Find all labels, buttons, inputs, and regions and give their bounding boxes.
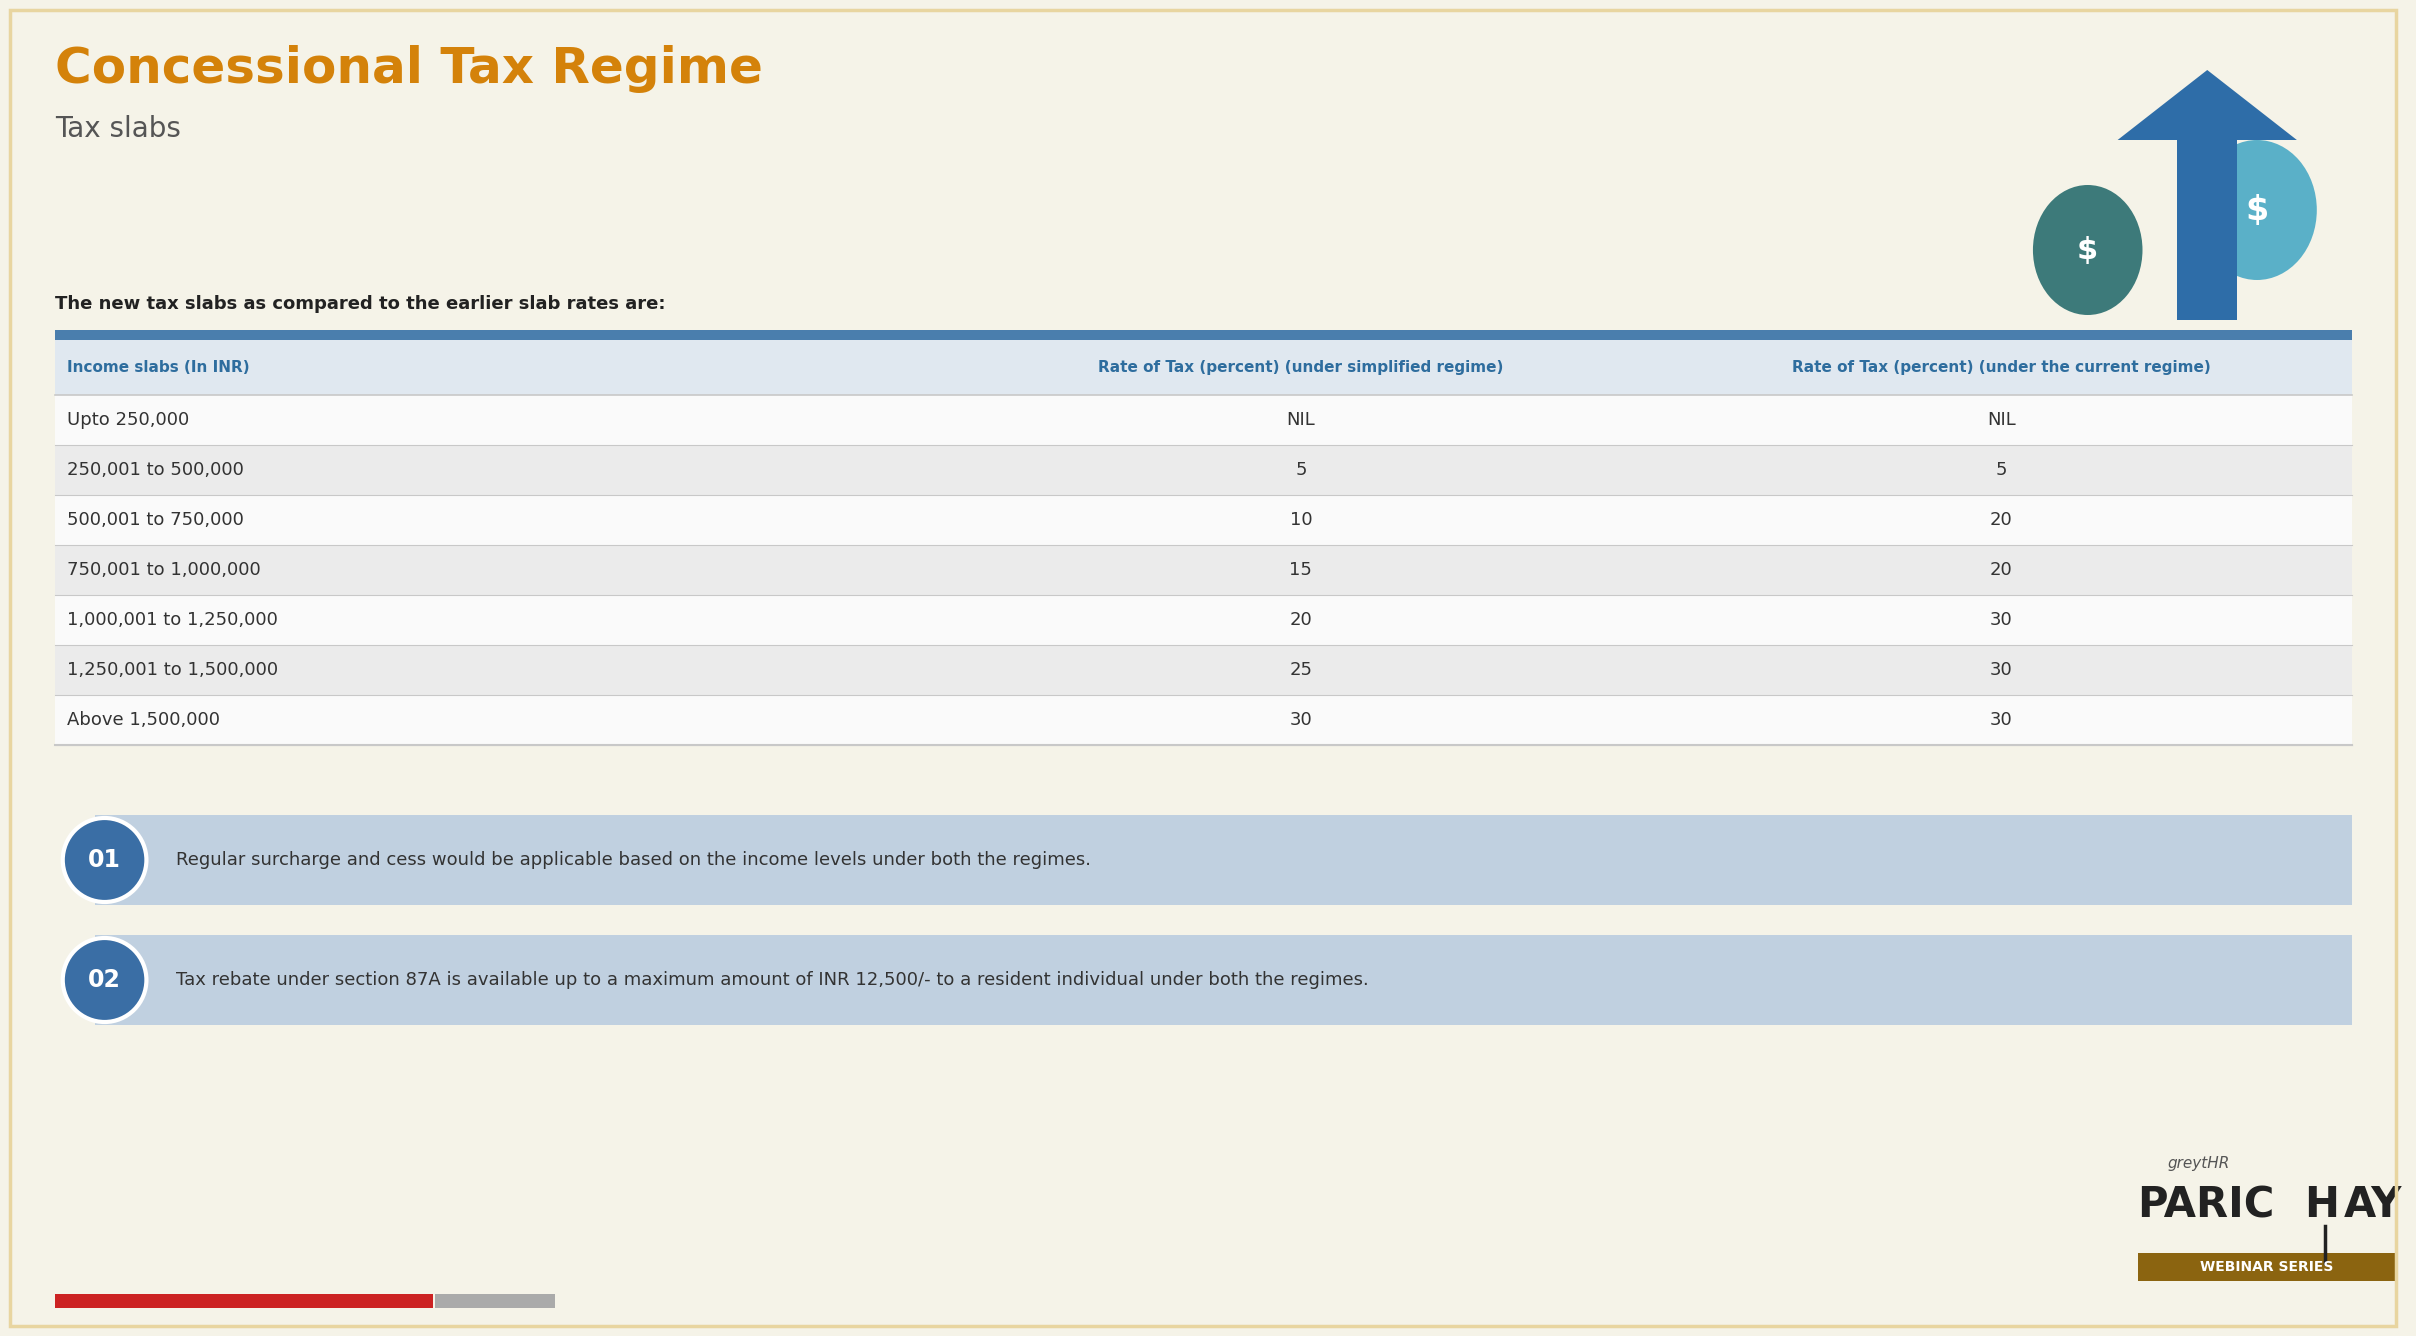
Text: $: $ bbox=[2244, 194, 2269, 227]
Text: 250,001 to 500,000: 250,001 to 500,000 bbox=[68, 461, 244, 480]
FancyBboxPatch shape bbox=[2138, 1253, 2397, 1281]
Text: 1,250,001 to 1,500,000: 1,250,001 to 1,500,000 bbox=[68, 661, 278, 679]
FancyBboxPatch shape bbox=[56, 695, 2351, 745]
Polygon shape bbox=[2116, 69, 2298, 140]
Text: Above 1,500,000: Above 1,500,000 bbox=[68, 711, 220, 729]
Text: NIL: NIL bbox=[1285, 411, 1314, 429]
Text: Rate of Tax (percent) (under the current regime): Rate of Tax (percent) (under the current… bbox=[1793, 359, 2211, 375]
Text: Upto 250,000: Upto 250,000 bbox=[68, 411, 188, 429]
Text: 15: 15 bbox=[1290, 561, 1312, 578]
Text: Concessional Tax Regime: Concessional Tax Regime bbox=[56, 45, 763, 94]
FancyBboxPatch shape bbox=[56, 496, 2351, 545]
FancyBboxPatch shape bbox=[56, 330, 2351, 339]
Text: WEBINAR SERIES: WEBINAR SERIES bbox=[2201, 1260, 2334, 1275]
Text: 30: 30 bbox=[1991, 661, 2013, 679]
FancyBboxPatch shape bbox=[56, 595, 2351, 645]
Text: PARIC: PARIC bbox=[2138, 1184, 2276, 1226]
FancyBboxPatch shape bbox=[435, 1295, 556, 1308]
Text: Regular surcharge and cess would be applicable based on the income levels under : Regular surcharge and cess would be appl… bbox=[176, 851, 1092, 868]
FancyBboxPatch shape bbox=[2177, 140, 2237, 321]
FancyBboxPatch shape bbox=[94, 935, 2351, 1025]
FancyBboxPatch shape bbox=[56, 645, 2351, 695]
Text: 10: 10 bbox=[1290, 510, 1312, 529]
FancyBboxPatch shape bbox=[56, 339, 2351, 395]
FancyBboxPatch shape bbox=[56, 395, 2351, 445]
Text: 25: 25 bbox=[1290, 661, 1312, 679]
Text: 01: 01 bbox=[87, 848, 121, 872]
Text: 5: 5 bbox=[1996, 461, 2008, 480]
Text: Tax slabs: Tax slabs bbox=[56, 115, 181, 143]
Circle shape bbox=[63, 818, 147, 902]
FancyBboxPatch shape bbox=[56, 1295, 432, 1308]
Circle shape bbox=[63, 938, 147, 1022]
Text: 20: 20 bbox=[1991, 510, 2013, 529]
Text: 02: 02 bbox=[87, 969, 121, 993]
Text: 20: 20 bbox=[1991, 561, 2013, 578]
FancyBboxPatch shape bbox=[94, 815, 2351, 904]
Text: 1,000,001 to 1,250,000: 1,000,001 to 1,250,000 bbox=[68, 611, 278, 629]
Text: Tax rebate under section 87A is available up to a maximum amount of INR 12,500/-: Tax rebate under section 87A is availabl… bbox=[176, 971, 1370, 989]
Text: 30: 30 bbox=[1991, 611, 2013, 629]
Text: The new tax slabs as compared to the earlier slab rates are:: The new tax slabs as compared to the ear… bbox=[56, 295, 664, 313]
Text: NIL: NIL bbox=[1986, 411, 2015, 429]
Text: AY: AY bbox=[2344, 1184, 2402, 1226]
Text: H: H bbox=[2305, 1184, 2339, 1226]
Text: $: $ bbox=[2078, 235, 2100, 265]
Ellipse shape bbox=[2196, 140, 2317, 281]
Text: 500,001 to 750,000: 500,001 to 750,000 bbox=[68, 510, 244, 529]
FancyBboxPatch shape bbox=[56, 445, 2351, 496]
Text: 30: 30 bbox=[1290, 711, 1312, 729]
Text: Income slabs (In INR): Income slabs (In INR) bbox=[68, 359, 249, 375]
Ellipse shape bbox=[2032, 184, 2143, 315]
Text: 30: 30 bbox=[1991, 711, 2013, 729]
Text: greytHR: greytHR bbox=[2167, 1156, 2230, 1170]
Text: 20: 20 bbox=[1290, 611, 1312, 629]
Text: Rate of Tax (percent) (under simplified regime): Rate of Tax (percent) (under simplified … bbox=[1099, 359, 1503, 375]
Text: 750,001 to 1,000,000: 750,001 to 1,000,000 bbox=[68, 561, 261, 578]
Text: 5: 5 bbox=[1295, 461, 1307, 480]
FancyBboxPatch shape bbox=[56, 545, 2351, 595]
